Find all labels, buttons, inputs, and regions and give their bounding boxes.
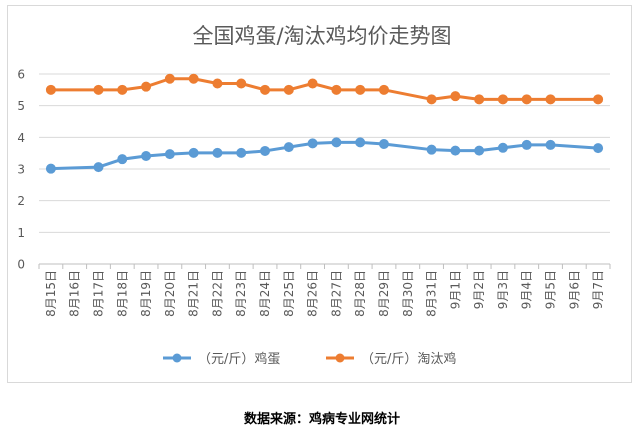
x-tick-label: 8月24日 <box>258 270 272 317</box>
series-line-culled-hen <box>49 77 600 101</box>
data-point-egg <box>141 151 152 162</box>
legend-label-egg: （元/斤）鸡蛋 <box>198 351 280 367</box>
x-tick-label: 8月29日 <box>377 270 391 317</box>
data-point-egg <box>212 147 223 158</box>
data-point-egg <box>307 138 318 149</box>
data-point-culled-hen <box>521 94 532 105</box>
data-point-egg <box>164 149 175 160</box>
x-tick-label: 8月20日 <box>163 270 177 317</box>
x-tick-label: 8月15日 <box>44 270 58 317</box>
data-point-egg <box>117 154 128 165</box>
data-point-culled-hen <box>474 94 485 105</box>
y-tick-label: 0 <box>17 258 25 272</box>
x-tick-label: 8月21日 <box>187 270 201 317</box>
x-tick-label: 8月26日 <box>306 270 320 317</box>
source-note: 数据来源：鸡病专业网统计 <box>243 412 400 427</box>
x-tick-label: 8月19日 <box>139 270 153 317</box>
y-tick-label: 4 <box>17 131 25 145</box>
data-point-culled-hen <box>188 73 199 84</box>
data-point-culled-hen <box>283 84 294 95</box>
x-tick-label: 8月18日 <box>115 270 129 317</box>
data-point-egg <box>45 163 56 174</box>
legend-marker-culled-hen <box>335 353 345 363</box>
data-point-egg <box>474 145 485 156</box>
x-tick-label: 9月7日 <box>591 270 605 309</box>
chart-frame <box>7 5 632 383</box>
x-tick-label: 9月1日 <box>448 270 462 309</box>
x-tick-label: 8月22日 <box>210 270 224 317</box>
x-tick-label: 8月17日 <box>91 270 105 317</box>
x-tick-label: 8月27日 <box>329 270 343 317</box>
y-tick-label: 3 <box>17 163 25 177</box>
y-tick-label: 6 <box>17 68 25 82</box>
data-point-culled-hen <box>236 78 247 89</box>
data-point-egg <box>93 162 104 173</box>
data-point-culled-hen <box>331 84 342 95</box>
y-tick-label: 1 <box>17 226 25 240</box>
x-tick-label: 8月31日 <box>425 270 439 317</box>
data-point-culled-hen <box>212 78 223 89</box>
data-point-culled-hen <box>164 73 175 84</box>
x-tick-label: 8月25日 <box>282 270 296 317</box>
series-line-egg <box>49 140 600 171</box>
data-point-culled-hen <box>93 84 104 95</box>
data-point-egg <box>378 138 389 149</box>
data-point-culled-hen <box>378 84 389 95</box>
data-point-egg <box>188 147 199 158</box>
x-tick-label: 9月4日 <box>520 270 534 309</box>
data-point-egg <box>426 144 437 155</box>
data-point-egg <box>545 139 556 150</box>
data-point-culled-hen <box>141 81 152 92</box>
data-point-culled-hen <box>260 84 271 95</box>
x-tick-label: 9月5日 <box>544 270 558 309</box>
data-point-culled-hen <box>307 78 318 89</box>
data-point-egg <box>521 139 532 150</box>
data-point-egg <box>450 145 461 156</box>
y-tick-label: 2 <box>17 194 25 208</box>
data-point-culled-hen <box>117 84 128 95</box>
data-point-culled-hen <box>355 84 366 95</box>
data-point-egg <box>331 137 342 148</box>
data-point-culled-hen <box>497 94 508 105</box>
data-point-culled-hen <box>593 94 604 105</box>
x-tick-label: 9月2日 <box>472 270 486 309</box>
data-point-egg <box>260 145 271 156</box>
chart-title: 全国鸡蛋/淘汰鸡均价走势图 <box>192 24 452 48</box>
y-tick-label: 5 <box>17 99 25 113</box>
data-point-egg <box>236 147 247 158</box>
x-tick-label: 8月28日 <box>353 270 367 317</box>
data-point-culled-hen <box>545 94 556 105</box>
legend-label-culled-hen: （元/斤）淘汰鸡 <box>361 351 456 367</box>
data-point-egg <box>283 142 294 153</box>
x-tick-label: 9月3日 <box>496 270 510 309</box>
x-tick-label: 9月6日 <box>567 270 581 309</box>
data-point-culled-hen <box>426 94 437 105</box>
x-tick-label: 8月30日 <box>401 270 415 317</box>
data-point-egg <box>497 142 508 153</box>
data-point-culled-hen <box>45 84 56 95</box>
legend-marker-egg <box>172 353 182 363</box>
x-tick-label: 8月16日 <box>68 270 82 317</box>
data-point-egg <box>355 137 366 148</box>
x-tick-label: 8月23日 <box>234 270 248 317</box>
data-point-egg <box>593 143 604 154</box>
data-point-culled-hen <box>450 91 461 102</box>
